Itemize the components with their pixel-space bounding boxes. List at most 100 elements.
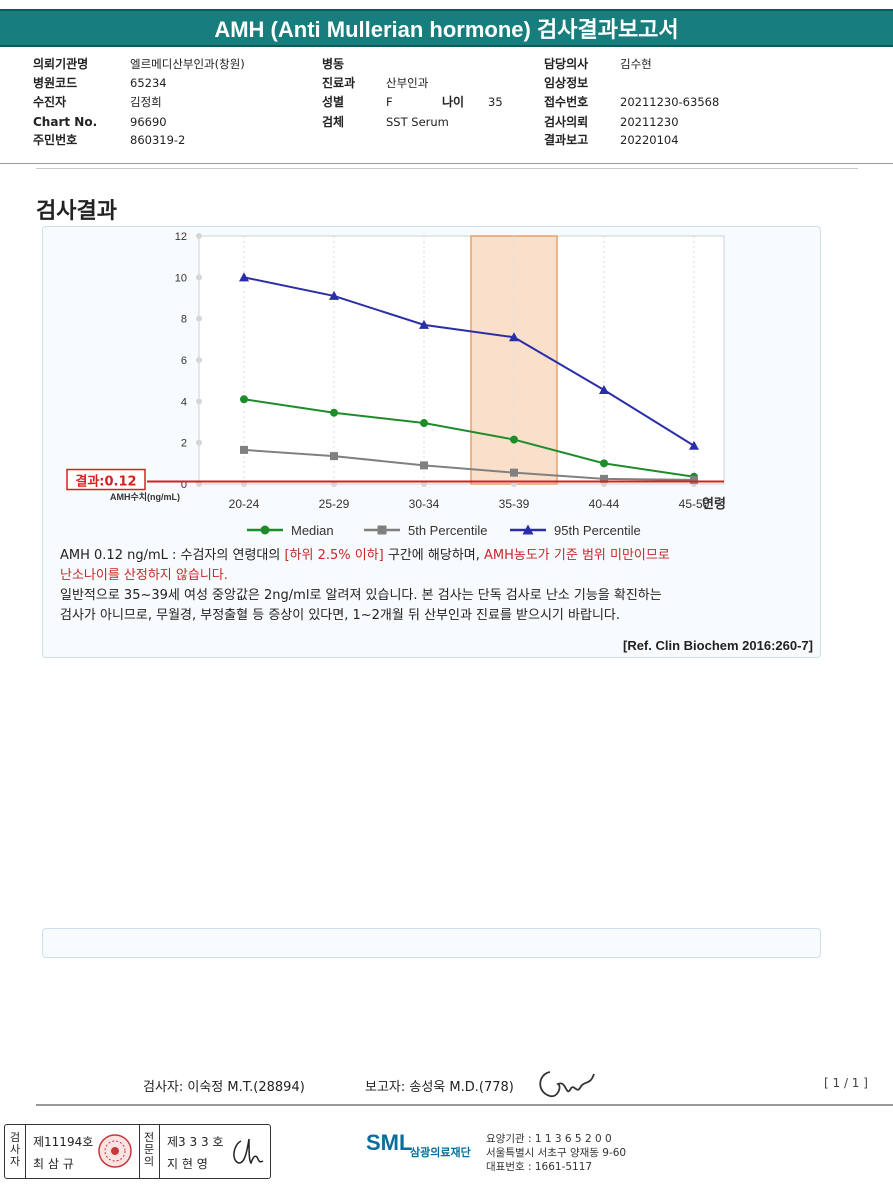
description-line-2: 난소나이를 산정하지 않습니다. (60, 568, 228, 583)
y-tick-label-10: 10 (175, 272, 187, 284)
y-tick-dot-8 (196, 315, 202, 322)
y-tick-label-4: 4 (181, 396, 187, 408)
plot-area (198, 235, 725, 485)
value-requester: 엘르메디산부인과(창원) (130, 57, 245, 71)
institution-address: 서울특별시 서초구 양재동 9-60 (486, 1147, 627, 1159)
report-title: AMH (Anti Mullerian hormone) 검사결과보고서 (0, 9, 893, 47)
label-report-date: 결과보고 (544, 133, 589, 147)
label-clinical-info: 임상정보 (544, 76, 589, 90)
section-title: 검사결과 (36, 199, 117, 224)
point-95th-percentile-45-50 (689, 440, 699, 450)
x-tick-label-30-34: 30-34 (409, 497, 440, 511)
value-specimen: SST Serum (386, 115, 449, 129)
x-tick-label-40-44: 40-44 (589, 497, 620, 511)
doctor-signature-icon (233, 1138, 264, 1165)
label-patient: 수진자 (33, 95, 67, 109)
amh-chart: 0 2 4 6 8 10 12 20-24 25-29 30-34 35-39 40-44 45-50연… (66, 231, 726, 538)
description-line-3: 일반적으로 35~39세 여성 중앙값은 2ng/ml로 알려져 있습니다. 본… (60, 588, 662, 603)
institution-phone: 대표번호 : 1661-5117 (486, 1161, 593, 1173)
label-sex: 성별 (322, 95, 345, 109)
y-tick-dot-10 (196, 274, 202, 281)
stamp-mid-number: 제3 3 3 호 (167, 1135, 224, 1149)
seal-icon (98, 1134, 132, 1168)
point-5th-percentile-25-29 (330, 452, 338, 461)
x-tick-label-45-50: 45-50 (679, 497, 710, 511)
stamp-mid-divider (139, 1125, 140, 1178)
label-chart-no: Chart No. (33, 115, 98, 129)
x-axis-label: 연령 (702, 497, 726, 512)
series-line-median (243, 398, 695, 478)
y-tick-label-8: 8 (181, 314, 187, 326)
page-number: [ 1 / 1 ] (824, 1076, 868, 1090)
point-median-35-39 (510, 435, 518, 444)
value-chart-no: 96690 (130, 115, 167, 129)
point-median-20-24 (240, 395, 248, 404)
value-receipt-no: 20211230-63568 (620, 95, 720, 109)
stamp-left-label: 검사자 (9, 1131, 21, 1168)
value-report-date: 20220104 (620, 133, 679, 147)
point-median-40-44 (600, 459, 608, 468)
point-5th-percentile-20-24 (240, 445, 248, 454)
stamp-left-number: 제11194호 (33, 1135, 94, 1149)
patient-info: 의뢰기관명 엘르메디산부인과(창원) 병원코드 65234 수진자 김정희 Ch… (0, 55, 893, 155)
y-axis-label: AMH수치(ng/mL) (110, 491, 180, 502)
legend-marker-median (260, 525, 270, 535)
point-95th-percentile-20-24 (239, 272, 249, 282)
value-resident-no: 860319-2 (130, 133, 186, 147)
series-line-5th-percentile (243, 448, 695, 481)
point-5th-percentile-30-34 (420, 461, 428, 470)
x-tick-label-25-29: 25-29 (319, 497, 350, 511)
point-95th-percentile-25-29 (329, 290, 339, 300)
description-text-1b: [하위 2.5% 이하] (284, 548, 384, 563)
y-tick-dot-12 (196, 233, 202, 239)
label-specimen: 검체 (322, 115, 345, 129)
header-divider-2 (36, 168, 858, 169)
stamp-mid-name: 지 현 영 (167, 1157, 208, 1171)
comment-box (42, 928, 821, 958)
stamp-mid-divider-2 (159, 1125, 160, 1178)
value-sex: F (386, 95, 393, 109)
result-label: 결과:0.12 (75, 474, 136, 490)
point-5th-percentile-40-44 (600, 474, 608, 483)
description-text-1d: AMH농도가 기준 범위 미만이므로 (484, 548, 670, 563)
footer-divider (36, 1104, 893, 1106)
series-line-95th-percentile (243, 276, 695, 447)
description-line-4: 검사가 아니므로, 무월경, 부정출혈 등 증상이 있다면, 1~2개월 뒤 산… (60, 608, 620, 623)
value-age: 35 (488, 95, 503, 109)
legend-label-5th-percentile: 5th Percentile (408, 523, 488, 538)
result-label-box (66, 468, 146, 491)
x-tick-label-20-24: 20-24 (229, 497, 260, 511)
value-department: 산부인과 (386, 76, 429, 90)
label-ward: 병동 (322, 57, 345, 71)
label-department: 진료과 (322, 76, 356, 90)
description-text-1a: AMH 0.12 ng/mL : 수검자의 연령대의 (60, 548, 285, 563)
sml-logo: SML (366, 1130, 413, 1155)
reference: [Ref. Clin Biochem 2016:260-7] (622, 638, 813, 653)
point-95th-percentile-40-44 (599, 384, 609, 394)
stamp-mid-label: 전문의 (143, 1131, 155, 1168)
institution-info: 요양기관 : 1 1 3 6 5 2 0 0 서울특별시 서초구 양재동 9-6… (486, 1132, 626, 1174)
reporter-signature: 보고자: 송성욱 M.D.(778) (365, 1080, 514, 1095)
value-doctor: 김수현 (620, 57, 652, 71)
y-tick-dot-6 (196, 357, 202, 363)
label-receipt-no: 접수번호 (544, 95, 589, 109)
description-line-1: AMH 0.12 ng/mL : 수검자의 연령대의 [하위 2.5% 이하] … (60, 546, 810, 566)
description-text-1c: 구간에 해당하며, (383, 548, 484, 563)
legend-label-95th-percentile: 95th Percentile (554, 523, 641, 538)
point-median-30-34 (420, 419, 428, 428)
stamp-left-name: 최 삼 규 (33, 1157, 74, 1171)
sml-logo-subtitle: 삼광의료재단 (410, 1146, 471, 1159)
label-request-date: 검사의뢰 (544, 115, 589, 129)
y-tick-label-6: 6 (181, 355, 187, 367)
value-request-date: 20211230 (620, 115, 679, 129)
point-median-25-29 (330, 408, 338, 417)
y-tick-label-12: 12 (175, 231, 187, 243)
y-tick-label-0: 0 (181, 479, 187, 491)
y-tick-dot-2 (196, 439, 202, 446)
label-requester: 의뢰기관명 (33, 57, 89, 71)
header-divider (0, 163, 893, 164)
legend-marker-5th-percentile (377, 525, 387, 535)
label-doctor: 담당의사 (544, 57, 589, 71)
point-5th-percentile-35-39 (510, 468, 518, 477)
examiner-signature: 검사자: 이숙정 M.T.(28894) (143, 1080, 305, 1095)
